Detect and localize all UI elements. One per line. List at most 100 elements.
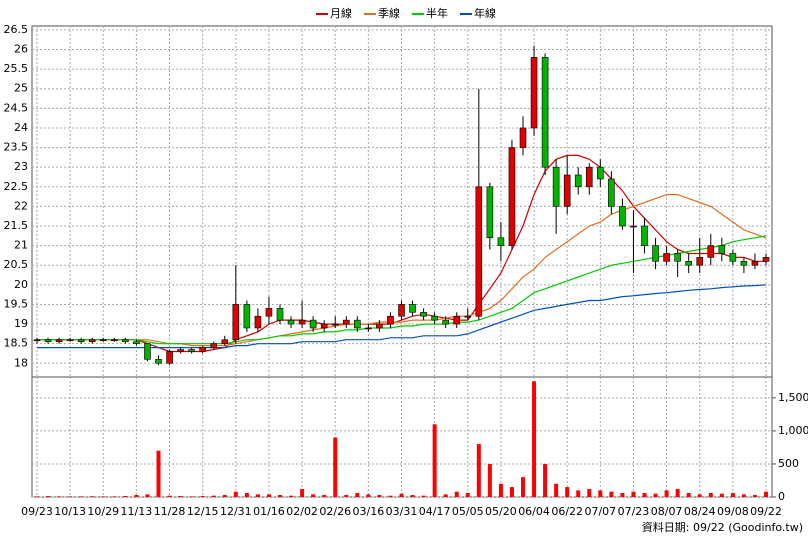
x-tick-label: 09/08: [717, 505, 749, 518]
volume-bar: [388, 495, 393, 497]
volume-bar: [509, 487, 514, 497]
volume-bar: [278, 495, 282, 497]
candle-body: [210, 343, 218, 348]
volume-bar: [90, 496, 95, 497]
candle-body: [519, 127, 527, 148]
volume-bar: [719, 493, 724, 497]
candle-body: [254, 315, 262, 329]
candle-body: [44, 339, 52, 343]
y-tick-label: 19: [14, 317, 28, 330]
candle-body: [166, 351, 173, 364]
volume-bar: [543, 463, 548, 497]
candle-body: [33, 339, 41, 342]
candle-body: [88, 339, 96, 343]
x-tick-label: 02/26: [319, 505, 351, 518]
candle-body: [420, 311, 427, 317]
candle-body: [652, 245, 659, 262]
x-tick-label: 11/28: [154, 505, 186, 518]
x-tick-label: 12/15: [187, 505, 219, 518]
candle-body: [232, 304, 240, 341]
volume-bar: [465, 493, 470, 497]
y-tick-label: 25: [14, 82, 28, 95]
volume-bar: [741, 494, 746, 497]
candle-body: [331, 323, 339, 326]
legend-label: 年線: [474, 6, 496, 20]
candle-body: [409, 304, 416, 313]
x-tick-label: 09/22: [750, 505, 782, 518]
x-tick-label: 04/17: [419, 505, 451, 518]
volume-bar: [79, 496, 84, 497]
candle-body: [398, 304, 405, 317]
candle-body: [729, 253, 737, 262]
candle-body: [707, 245, 715, 258]
volume-bar: [189, 496, 194, 497]
candle-body: [751, 261, 759, 266]
volume-bar: [432, 424, 437, 497]
candle-body: [453, 315, 461, 325]
volume-bar: [355, 493, 360, 497]
candle-body: [486, 186, 494, 239]
candle-body: [718, 245, 726, 254]
volume-bar: [708, 493, 713, 497]
x-tick-label: 05/05: [452, 505, 484, 518]
volume-bar: [764, 491, 768, 497]
candle-body: [276, 308, 284, 321]
candle-body: [619, 206, 626, 227]
y-tick-label: 18.5: [4, 337, 29, 350]
volume-bar: [68, 496, 73, 497]
candle-body: [55, 339, 63, 343]
candle-body: [563, 174, 571, 207]
volume-bar: [333, 437, 338, 497]
candle-body: [177, 349, 184, 352]
x-tick-label: 10/13: [54, 505, 86, 518]
x-tick-label: 03/31: [386, 505, 418, 518]
x-tick-label: 07/07: [584, 505, 616, 518]
candle-body: [354, 319, 361, 329]
volume-bar: [532, 381, 537, 497]
volume-bar: [498, 483, 503, 497]
candle-body: [464, 315, 472, 318]
volume-bar: [167, 495, 172, 497]
candle-body: [243, 304, 251, 329]
x-tick-label: 06/22: [551, 505, 583, 518]
volume-bar: [454, 491, 459, 497]
volume-bar: [178, 496, 183, 497]
x-tick-label: 06/04: [518, 505, 550, 518]
candle-body: [630, 225, 637, 228]
candle-body: [530, 57, 538, 129]
ma-line: [37, 194, 767, 347]
volume-bar: [46, 496, 51, 497]
volume-bar: [101, 496, 106, 497]
candle-body: [199, 347, 206, 352]
candle-body: [342, 319, 350, 325]
candle-body: [320, 323, 328, 329]
candle-body: [663, 253, 670, 262]
volume-bar: [598, 490, 603, 497]
volume-tick-label: 0: [778, 490, 785, 503]
volume-bar: [609, 491, 614, 497]
candle-body: [111, 339, 118, 342]
candle-body: [475, 186, 483, 317]
y-tick-label: 26: [14, 43, 28, 56]
candle-body: [641, 225, 648, 246]
candle-body: [497, 237, 505, 246]
candle-body: [762, 257, 770, 262]
volume-bar: [266, 494, 271, 497]
volume-bar: [112, 496, 117, 497]
volume-bar: [255, 494, 260, 497]
candle-body: [585, 166, 593, 188]
volume-bar: [156, 450, 161, 497]
y-tick-label: 22: [14, 199, 28, 212]
footer: 資料日期: 09/22 (Goodinfo.tw): [642, 520, 803, 534]
y-tick-label: 25.5: [4, 62, 29, 75]
x-tick-label: 08/07: [651, 505, 683, 518]
volume-bar: [35, 496, 39, 497]
candle-body: [77, 339, 85, 343]
y-tick-label: 20.5: [4, 258, 29, 271]
y-tick-label: 21.5: [4, 219, 29, 232]
volume-bar: [377, 495, 382, 497]
volume-bar: [653, 493, 658, 497]
y-tick-label: 21: [14, 239, 28, 252]
candle-body: [608, 178, 615, 207]
candle-body: [552, 166, 560, 207]
